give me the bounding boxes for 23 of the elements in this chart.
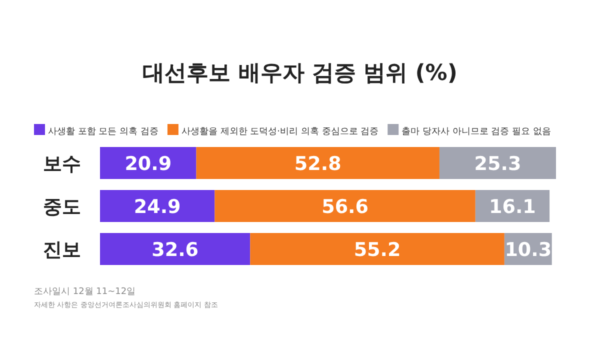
data-label: 10.3 bbox=[504, 239, 552, 261]
legend-label: 사생활 포함 모든 의혹 검증 bbox=[48, 127, 158, 137]
bar bbox=[439, 147, 556, 179]
data-label: 55.2 bbox=[354, 239, 401, 261]
bar bbox=[214, 190, 476, 222]
data-label: 24.9 bbox=[134, 196, 181, 218]
y-tick-label: 중도 bbox=[43, 196, 81, 218]
legend-label: 출마 당자사 아니므로 검증 필요 없음 bbox=[402, 127, 551, 137]
bar bbox=[196, 147, 440, 179]
bar bbox=[100, 190, 215, 222]
y-tick-label: 진보 bbox=[43, 239, 81, 261]
text: 조사일시 12월 11~12일 bbox=[34, 287, 136, 297]
bar bbox=[100, 233, 250, 265]
data-label: 25.3 bbox=[474, 153, 522, 175]
data-label: 16.1 bbox=[489, 196, 536, 218]
legend-label: 사생활을 제외한 도덕성·비리 의혹 중심으로 검증 bbox=[181, 127, 379, 137]
data-label: 52.8 bbox=[294, 153, 342, 175]
data-label: 32.6 bbox=[152, 239, 199, 261]
chart-title: 대선후보 배우자 검증 범위 (%) bbox=[142, 61, 458, 86]
bar bbox=[250, 233, 504, 265]
data-label: 20.9 bbox=[124, 153, 172, 175]
data-label: 56.6 bbox=[322, 196, 368, 218]
y-tick-label: 보수 bbox=[43, 153, 81, 175]
